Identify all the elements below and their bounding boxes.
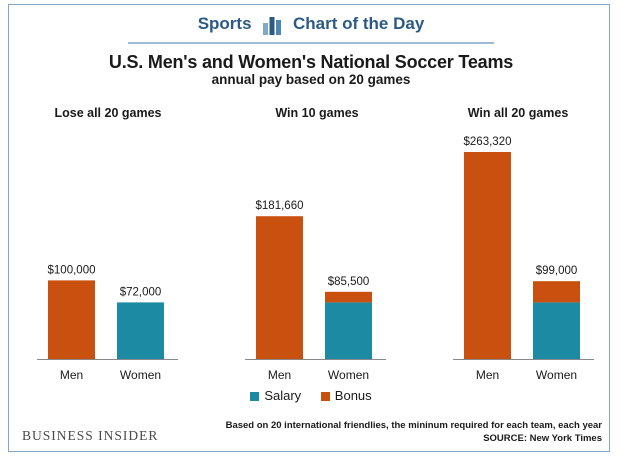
series-label: Chart of the Day <box>293 14 425 33</box>
section-label: Sports <box>197 14 252 33</box>
footnote-source: SOURCE: New York Times <box>483 433 602 444</box>
business-insider-logo: BUSINESS INSIDER <box>22 428 159 443</box>
bar-bonus <box>325 291 372 303</box>
footnote-note: Based on 20 international friendlies, th… <box>225 420 602 431</box>
chart-of-the-day-header: Sports Chart of the Day <box>0 14 622 35</box>
bar-value-label: $181,660 <box>256 200 304 212</box>
bar-chart-logo-icon <box>263 16 282 35</box>
group-title-lose-all: Lose all 20 games <box>54 106 162 120</box>
chart-subtitle: annual pay based on 20 games <box>211 72 411 87</box>
chart-title: U.S. Men's and Women's National Soccer T… <box>108 52 514 72</box>
category-label: Women <box>120 368 161 382</box>
bar-value-label: $100,000 <box>48 264 96 276</box>
legend-swatch-bonus <box>320 392 330 402</box>
category-label: Women <box>328 368 369 382</box>
group-title-win-all: Win all 20 games <box>467 106 569 120</box>
bar-value-label: $72,000 <box>120 286 162 298</box>
bar-value-label: $99,000 <box>536 265 578 277</box>
category-label: Men <box>268 368 291 382</box>
bar-bonus <box>464 152 511 359</box>
bar-salary <box>117 302 164 359</box>
category-label: Women <box>536 368 577 382</box>
group-title-win-10: Win 10 games <box>275 106 359 120</box>
bar-salary <box>325 302 372 359</box>
bar-bonus <box>48 280 95 359</box>
title-divider <box>128 42 494 44</box>
bar-value-label: $85,500 <box>328 276 370 288</box>
category-label: Men <box>476 368 499 382</box>
legend: Salary Bonus <box>0 388 622 403</box>
legend-item-bonus: Bonus <box>320 388 372 403</box>
bar-value-label: $263,320 <box>464 136 512 148</box>
bar-bonus <box>533 281 580 303</box>
bar-bonus <box>256 216 303 359</box>
category-label: Men <box>60 368 83 382</box>
legend-item-salary: Salary <box>250 388 301 403</box>
legend-swatch-salary <box>250 392 260 402</box>
legend-label-salary: Salary <box>264 388 302 403</box>
footnote: Based on 20 international friendlies, th… <box>226 419 602 445</box>
legend-label-bonus: Bonus <box>334 388 372 403</box>
bar-salary <box>533 302 580 359</box>
